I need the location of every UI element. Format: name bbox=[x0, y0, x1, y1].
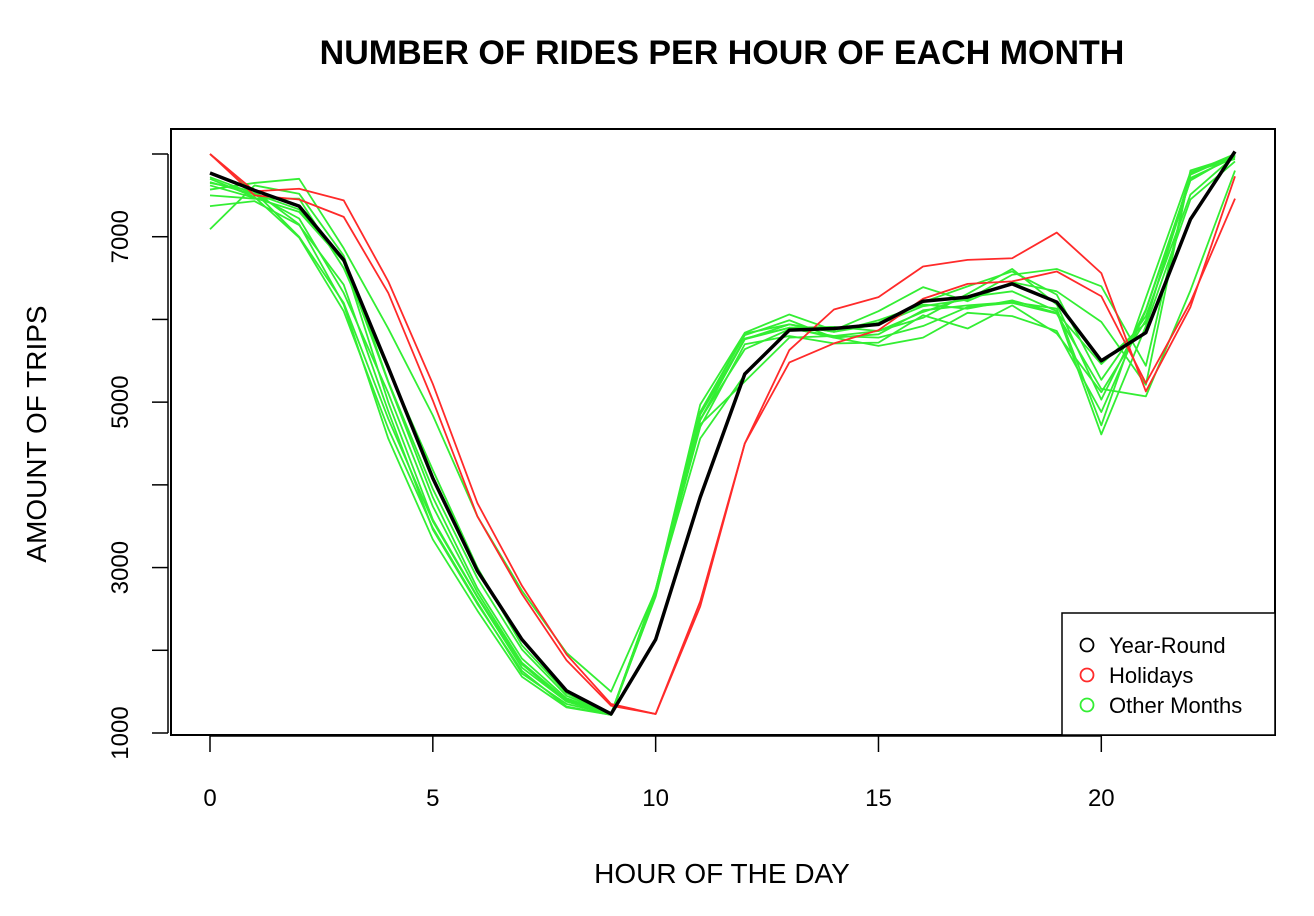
x-tick-label: 10 bbox=[642, 785, 669, 812]
legend-marker-holidays bbox=[1079, 667, 1095, 683]
legend-marker-year-round bbox=[1079, 637, 1095, 653]
series-line-other-months bbox=[209, 154, 1236, 716]
x-tick-label: 15 bbox=[865, 785, 892, 812]
x-tick-label: 20 bbox=[1088, 785, 1115, 812]
x-axis-label: HOUR OF THE DAY bbox=[594, 858, 850, 889]
y-tick-label: 1000 bbox=[107, 706, 134, 759]
series-line-other-months bbox=[209, 155, 1236, 693]
y-axis-label: AMOUNT OF TRIPS bbox=[21, 305, 52, 562]
chart-title: NUMBER OF RIDES PER HOUR OF EACH MONTH bbox=[320, 34, 1125, 72]
series-line-year-round bbox=[209, 150, 1237, 716]
plot-frame bbox=[170, 128, 1276, 736]
legend-label-holidays: Holidays bbox=[1109, 663, 1193, 688]
series-line-holidays bbox=[209, 153, 1236, 715]
x-tick-label: 5 bbox=[426, 785, 439, 812]
legend-box bbox=[1061, 612, 1276, 736]
series-line-other-months bbox=[209, 160, 1236, 715]
legend-label-other-months: Other Months bbox=[1109, 693, 1242, 718]
y-tick-label: 3000 bbox=[107, 541, 134, 594]
y-tick-label: 7000 bbox=[107, 210, 134, 263]
legend-marker-other-months bbox=[1079, 697, 1095, 713]
x-axis: 0 5 10 15 20 bbox=[203, 735, 1115, 812]
series-group bbox=[209, 150, 1237, 716]
y-axis: 1000 3000 5000 7000 bbox=[107, 153, 169, 760]
legend: Year-Round Holidays Other Months bbox=[1061, 612, 1276, 736]
series-line-other-months bbox=[209, 153, 1236, 715]
y-tick-label: 5000 bbox=[107, 375, 134, 428]
series-line-other-months bbox=[209, 158, 1236, 715]
legend-label-year-round: Year-Round bbox=[1109, 633, 1226, 658]
x-tick-label: 0 bbox=[203, 785, 216, 812]
series-line-other-months bbox=[209, 154, 1236, 716]
